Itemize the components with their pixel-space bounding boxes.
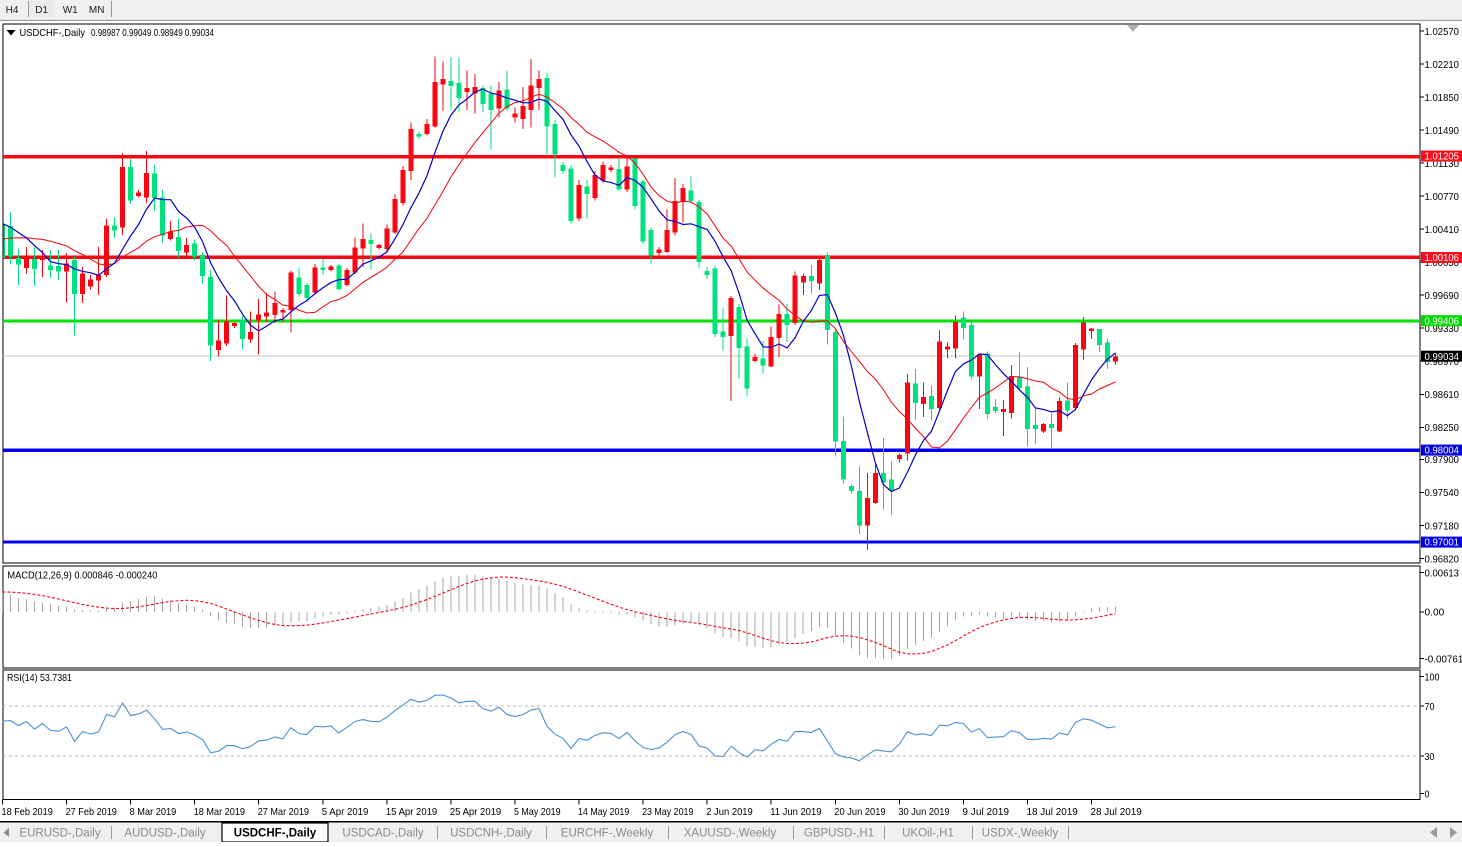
svg-text:-0.007612: -0.007612 — [1425, 653, 1462, 665]
svg-text:0.98004: 0.98004 — [1425, 445, 1460, 457]
svg-text:1.02210: 1.02210 — [1425, 59, 1460, 71]
svg-text:27 Mar 2019: 27 Mar 2019 — [258, 806, 309, 818]
svg-text:1.01850: 1.01850 — [1425, 92, 1460, 104]
svg-text:USDCHF-,Daily: USDCHF-,Daily — [20, 27, 86, 39]
svg-text:30: 30 — [1425, 751, 1435, 763]
svg-text:0.98610: 0.98610 — [1425, 389, 1460, 401]
svg-text:1.00410: 1.00410 — [1425, 224, 1460, 236]
svg-text:9 Jul 2019: 9 Jul 2019 — [962, 806, 1009, 818]
svg-text:20 Jun 2019: 20 Jun 2019 — [834, 806, 885, 818]
svg-text:27 Feb 2019: 27 Feb 2019 — [66, 806, 117, 818]
svg-text:0.98250: 0.98250 — [1425, 422, 1460, 434]
svg-text:USDCHF-,Daily: USDCHF-,Daily — [234, 828, 317, 840]
svg-text:1.01205: 1.01205 — [1425, 151, 1460, 163]
svg-text:0: 0 — [1425, 788, 1430, 800]
svg-text:30 Jun 2019: 30 Jun 2019 — [898, 806, 949, 818]
svg-text:0.97540: 0.97540 — [1425, 487, 1460, 499]
svg-text:MN: MN — [89, 5, 105, 16]
svg-text:2 Jun 2019: 2 Jun 2019 — [706, 806, 753, 818]
svg-text:MACD(12,26,9) 0.000846 -0.0002: MACD(12,26,9) 0.000846 -0.000240 — [7, 570, 157, 582]
svg-text:0.99406: 0.99406 — [1425, 315, 1460, 327]
svg-text:0.00613: 0.00613 — [1425, 567, 1460, 579]
svg-text:H4: H4 — [6, 5, 19, 16]
svg-text:XAUUSD-,Weekly: XAUUSD-,Weekly — [684, 828, 777, 840]
svg-text:EURCHF-,Weekly: EURCHF-,Weekly — [561, 828, 654, 840]
svg-text:18 Jul 2019: 18 Jul 2019 — [1027, 806, 1078, 818]
svg-text:1.00770: 1.00770 — [1425, 191, 1460, 203]
svg-text:1.01490: 1.01490 — [1425, 125, 1460, 137]
svg-text:5 Apr 2019: 5 Apr 2019 — [322, 806, 369, 818]
svg-text:28 Jul 2019: 28 Jul 2019 — [1091, 806, 1142, 818]
svg-text:W1: W1 — [63, 5, 78, 16]
svg-text:25 Apr 2019: 25 Apr 2019 — [450, 806, 501, 818]
svg-text:15 Apr 2019: 15 Apr 2019 — [386, 806, 437, 818]
svg-text:AUDUSD-,Daily: AUDUSD-,Daily — [124, 828, 205, 840]
svg-text:14 May 2019: 14 May 2019 — [578, 806, 629, 818]
svg-text:0.00: 0.00 — [1425, 607, 1445, 619]
svg-text:0.98987 0.99049 0.98949 0.9903: 0.98987 0.99049 0.98949 0.99034 — [91, 27, 214, 39]
svg-text:1.00106: 1.00106 — [1425, 252, 1460, 264]
svg-text:EURUSD-,Daily: EURUSD-,Daily — [19, 828, 100, 840]
svg-text:1.02570: 1.02570 — [1425, 26, 1460, 38]
svg-text:0.97001: 0.97001 — [1425, 537, 1460, 549]
svg-text:D1: D1 — [35, 5, 48, 16]
svg-text:18 Feb 2019: 18 Feb 2019 — [2, 806, 53, 818]
svg-text:70: 70 — [1425, 701, 1435, 713]
svg-text:100: 100 — [1425, 671, 1440, 683]
svg-text:USDX-,Weekly: USDX-,Weekly — [982, 828, 1059, 840]
svg-text:5 May 2019: 5 May 2019 — [514, 806, 561, 818]
svg-text:11 Jun 2019: 11 Jun 2019 — [770, 806, 821, 818]
svg-text:0.96820: 0.96820 — [1425, 553, 1460, 565]
svg-text:23 May 2019: 23 May 2019 — [642, 806, 693, 818]
svg-text:GBPUSD-,H1: GBPUSD-,H1 — [804, 828, 874, 840]
svg-text:USDCAD-,Daily: USDCAD-,Daily — [342, 828, 423, 840]
svg-text:USDCNH-,Daily: USDCNH-,Daily — [450, 828, 532, 840]
svg-text:0.99034: 0.99034 — [1425, 351, 1460, 363]
svg-text:18 Mar 2019: 18 Mar 2019 — [194, 806, 245, 818]
svg-text:UKOil-,H1: UKOil-,H1 — [902, 828, 954, 840]
svg-text:0.99690: 0.99690 — [1425, 290, 1460, 302]
svg-text:RSI(14) 53.7381: RSI(14) 53.7381 — [7, 672, 72, 684]
svg-text:0.97180: 0.97180 — [1425, 520, 1460, 532]
svg-text:8 Mar 2019: 8 Mar 2019 — [130, 806, 177, 818]
